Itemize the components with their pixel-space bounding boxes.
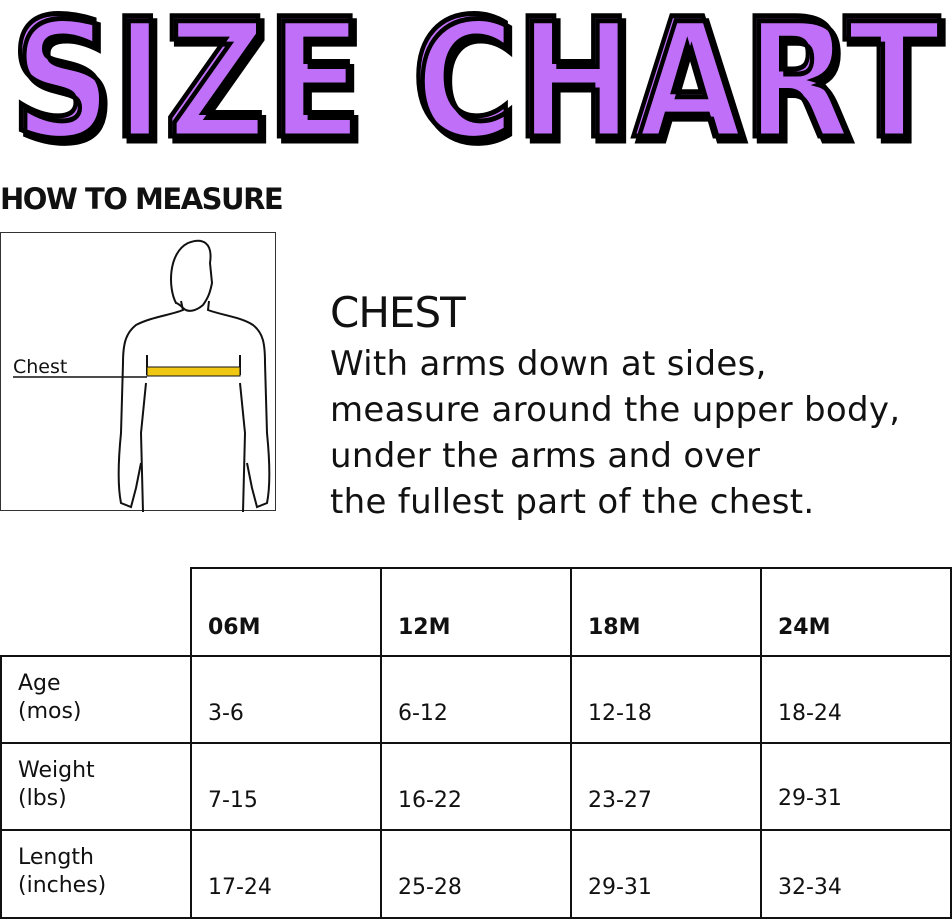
row-label-line: Age <box>18 671 61 696</box>
table-cell: 25-28 <box>380 829 572 919</box>
table-cell: 29-31 <box>570 829 762 919</box>
cell-value: 18-24 <box>778 701 842 726</box>
cell-value: 17-24 <box>208 875 272 900</box>
cell-value: 7-15 <box>208 788 258 813</box>
instruction-line: the fullest part of the chest. <box>330 482 815 522</box>
cell-value: 6-12 <box>398 701 448 726</box>
title-text: SIZE CHART <box>10 0 940 150</box>
table-cell: 17-24 <box>190 829 382 919</box>
cell-value: 23-27 <box>588 788 652 813</box>
row-label-line: Weight <box>18 758 95 783</box>
row-label: Age (mos) <box>0 655 192 744</box>
table-cell: 3-6 <box>190 655 382 744</box>
cell-value: 3-6 <box>208 701 244 726</box>
chest-label: Chest <box>13 356 67 378</box>
row-label-line: Length <box>18 845 94 870</box>
cell-value: 16-22 <box>398 788 462 813</box>
column-header: 06M <box>190 567 382 657</box>
table-cell: 7-15 <box>190 742 382 831</box>
cell-value: 25-28 <box>398 875 462 900</box>
table-cell: 6-12 <box>380 655 572 744</box>
cell-value: 12-18 <box>588 701 652 726</box>
column-header: 18M <box>570 567 762 657</box>
table-cell: 29-31 <box>760 742 952 831</box>
chest-heading: CHEST <box>330 288 466 337</box>
cell-value: 29-31 <box>588 875 652 900</box>
size-chart-title: SIZE CHART <box>8 0 943 150</box>
column-header-label: 18M <box>588 615 641 640</box>
table-cell: 23-27 <box>570 742 762 831</box>
row-label: Weight (lbs) <box>0 742 192 831</box>
column-header-label: 06M <box>208 615 261 640</box>
row-label: Length (inches) <box>0 829 192 919</box>
measurement-figure: Chest <box>0 232 276 513</box>
cell-value: 32-34 <box>778 875 842 900</box>
cell-value: 29-31 <box>778 786 842 811</box>
table-cell: 18-24 <box>760 655 952 744</box>
instruction-line: under the arms and over <box>330 436 761 476</box>
instruction-line: measure around the upper body, <box>330 390 901 430</box>
how-to-measure-heading: HOW TO MEASURE <box>0 182 284 216</box>
measuring-tape <box>146 366 241 377</box>
row-label-line: (mos) <box>18 699 82 724</box>
table-cell: 32-34 <box>760 829 952 919</box>
column-header-label: 12M <box>398 615 451 640</box>
table-cell: 12-18 <box>570 655 762 744</box>
table-cell: 16-22 <box>380 742 572 831</box>
column-header: 12M <box>380 567 572 657</box>
row-label-line: (inches) <box>18 873 107 898</box>
chest-instructions: With arms down at sides, measure around … <box>330 341 900 525</box>
column-header: 24M <box>760 567 952 657</box>
instruction-line: With arms down at sides, <box>330 344 767 384</box>
body-outline-illustration: Chest <box>13 239 271 513</box>
column-header-label: 24M <box>778 615 831 640</box>
row-label-line: (lbs) <box>18 786 67 811</box>
